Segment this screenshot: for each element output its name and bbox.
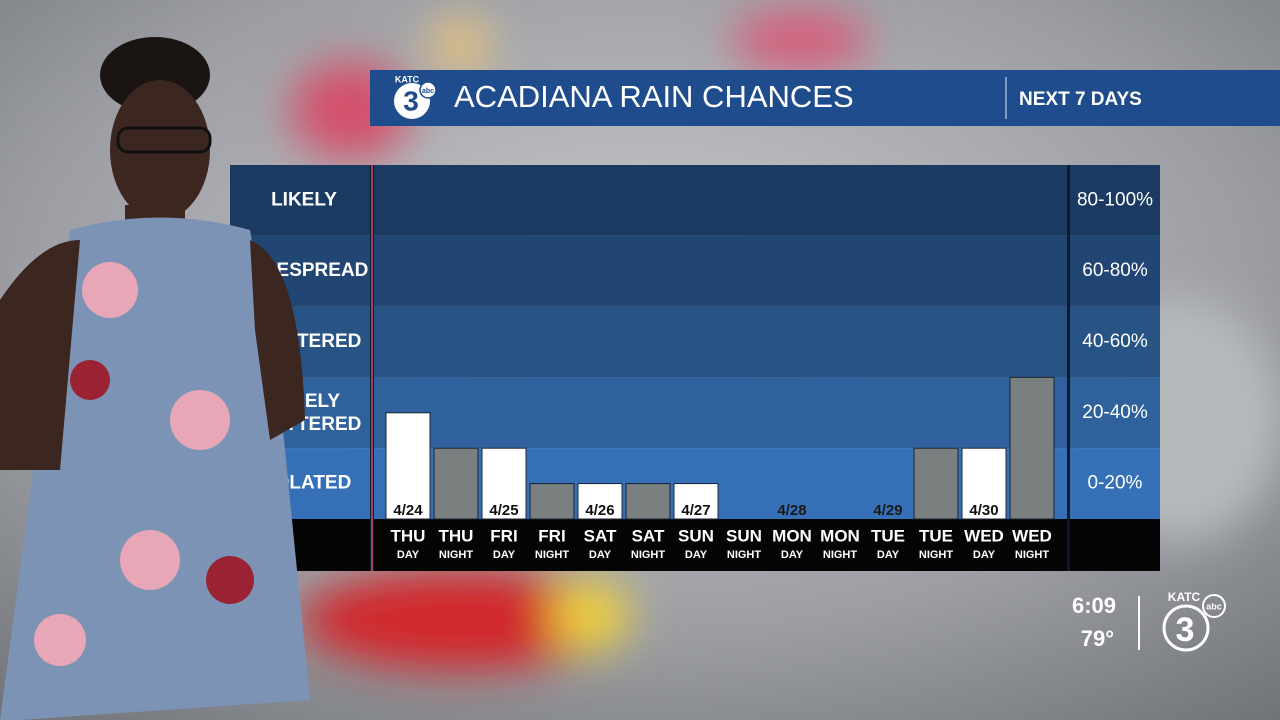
- period-label: NIGHT: [535, 549, 570, 561]
- chart: LIKELY 80-100%WIDESPREAD 60-80%SCATTERED 40…: [230, 165, 1160, 571]
- x-tick-label: SAT: [584, 526, 617, 545]
- header-bar: [370, 70, 1280, 126]
- corner-logo-circle: [1162, 604, 1210, 652]
- x-tick-label: WED: [964, 526, 1004, 545]
- band-range: 20-40%: [1082, 402, 1148, 423]
- period-label: NIGHT: [439, 549, 474, 561]
- date-label: 4/28: [777, 502, 806, 519]
- band: [230, 377, 1160, 449]
- logo-call: KATC: [395, 74, 420, 84]
- header-title: ACADIANA RAIN CHANCES: [454, 79, 854, 114]
- label-row: [374, 519, 1067, 571]
- band: [230, 306, 1160, 378]
- x-tick-label: SAT: [632, 526, 665, 545]
- x-tick-label: TUE: [919, 526, 953, 545]
- bar: [529, 483, 575, 520]
- divider: [1067, 165, 1070, 571]
- bar: [625, 483, 671, 520]
- bar: [481, 447, 527, 520]
- period-label: NIGHT: [727, 549, 762, 561]
- band-label: LIKELY: [271, 189, 337, 210]
- logo-network: abc: [422, 88, 434, 95]
- band: [230, 165, 1160, 236]
- bar: [673, 483, 719, 520]
- x-tick-label: MON: [772, 526, 812, 545]
- label-row: [1070, 519, 1160, 571]
- period-label: NIGHT: [1015, 549, 1050, 561]
- date-label: 4/27: [681, 502, 710, 519]
- x-tick-label: MON: [820, 526, 860, 545]
- logo-number: 3: [403, 85, 419, 116]
- bar: [1009, 376, 1055, 520]
- corner-logo-network: abc: [1206, 601, 1222, 611]
- x-tick-label: WED: [1012, 526, 1052, 545]
- header-logo: KATC 3 abc: [394, 74, 437, 119]
- corner-logo-call: KATC: [1168, 590, 1201, 604]
- band: [230, 235, 1160, 307]
- period-label: NIGHT: [631, 549, 666, 561]
- time: 6:09: [1072, 593, 1116, 618]
- x-tick-label: THU: [391, 526, 426, 545]
- header-subtitle: NEXT 7 DAYS: [1019, 89, 1142, 110]
- period-label: DAY: [589, 549, 612, 561]
- corner-logo-number: 3: [1176, 611, 1195, 649]
- logo-abc-circle: [419, 81, 437, 99]
- period-label: NIGHT: [919, 549, 954, 561]
- bar: [913, 447, 959, 520]
- bar: [385, 412, 431, 520]
- period-label: DAY: [973, 549, 996, 561]
- date-label: 4/25: [489, 502, 518, 519]
- band-range: 60-80%: [1082, 260, 1148, 281]
- period-label: DAY: [397, 549, 420, 561]
- bar: [433, 447, 479, 520]
- period-label: DAY: [877, 549, 900, 561]
- period-label: DAY: [493, 549, 516, 561]
- x-tick-label: FRI: [490, 526, 517, 545]
- temperature: 79°: [1081, 626, 1114, 651]
- date-label: 4/24: [393, 502, 423, 519]
- band-range: 80-100%: [1077, 189, 1153, 210]
- x-tick-label: SUN: [726, 526, 762, 545]
- presenter: [0, 37, 310, 720]
- band-range: 40-60%: [1082, 331, 1148, 352]
- x-tick-label: THU: [439, 526, 474, 545]
- period-label: NIGHT: [823, 549, 858, 561]
- band-range: 0-20%: [1088, 473, 1143, 494]
- date-label: 4/29: [873, 502, 902, 519]
- period-label: DAY: [781, 549, 804, 561]
- x-tick-label: SUN: [678, 526, 714, 545]
- bar: [961, 447, 1007, 520]
- date-label: 4/26: [585, 502, 614, 519]
- bar: [577, 483, 623, 520]
- period-label: DAY: [685, 549, 708, 561]
- date-label: 4/30: [969, 502, 998, 519]
- corner-logo-abc: [1202, 594, 1226, 618]
- x-tick-label: FRI: [538, 526, 565, 545]
- corner-bug: 6:09 79° KATC 3 abc: [1072, 590, 1226, 652]
- x-tick-label: TUE: [871, 526, 905, 545]
